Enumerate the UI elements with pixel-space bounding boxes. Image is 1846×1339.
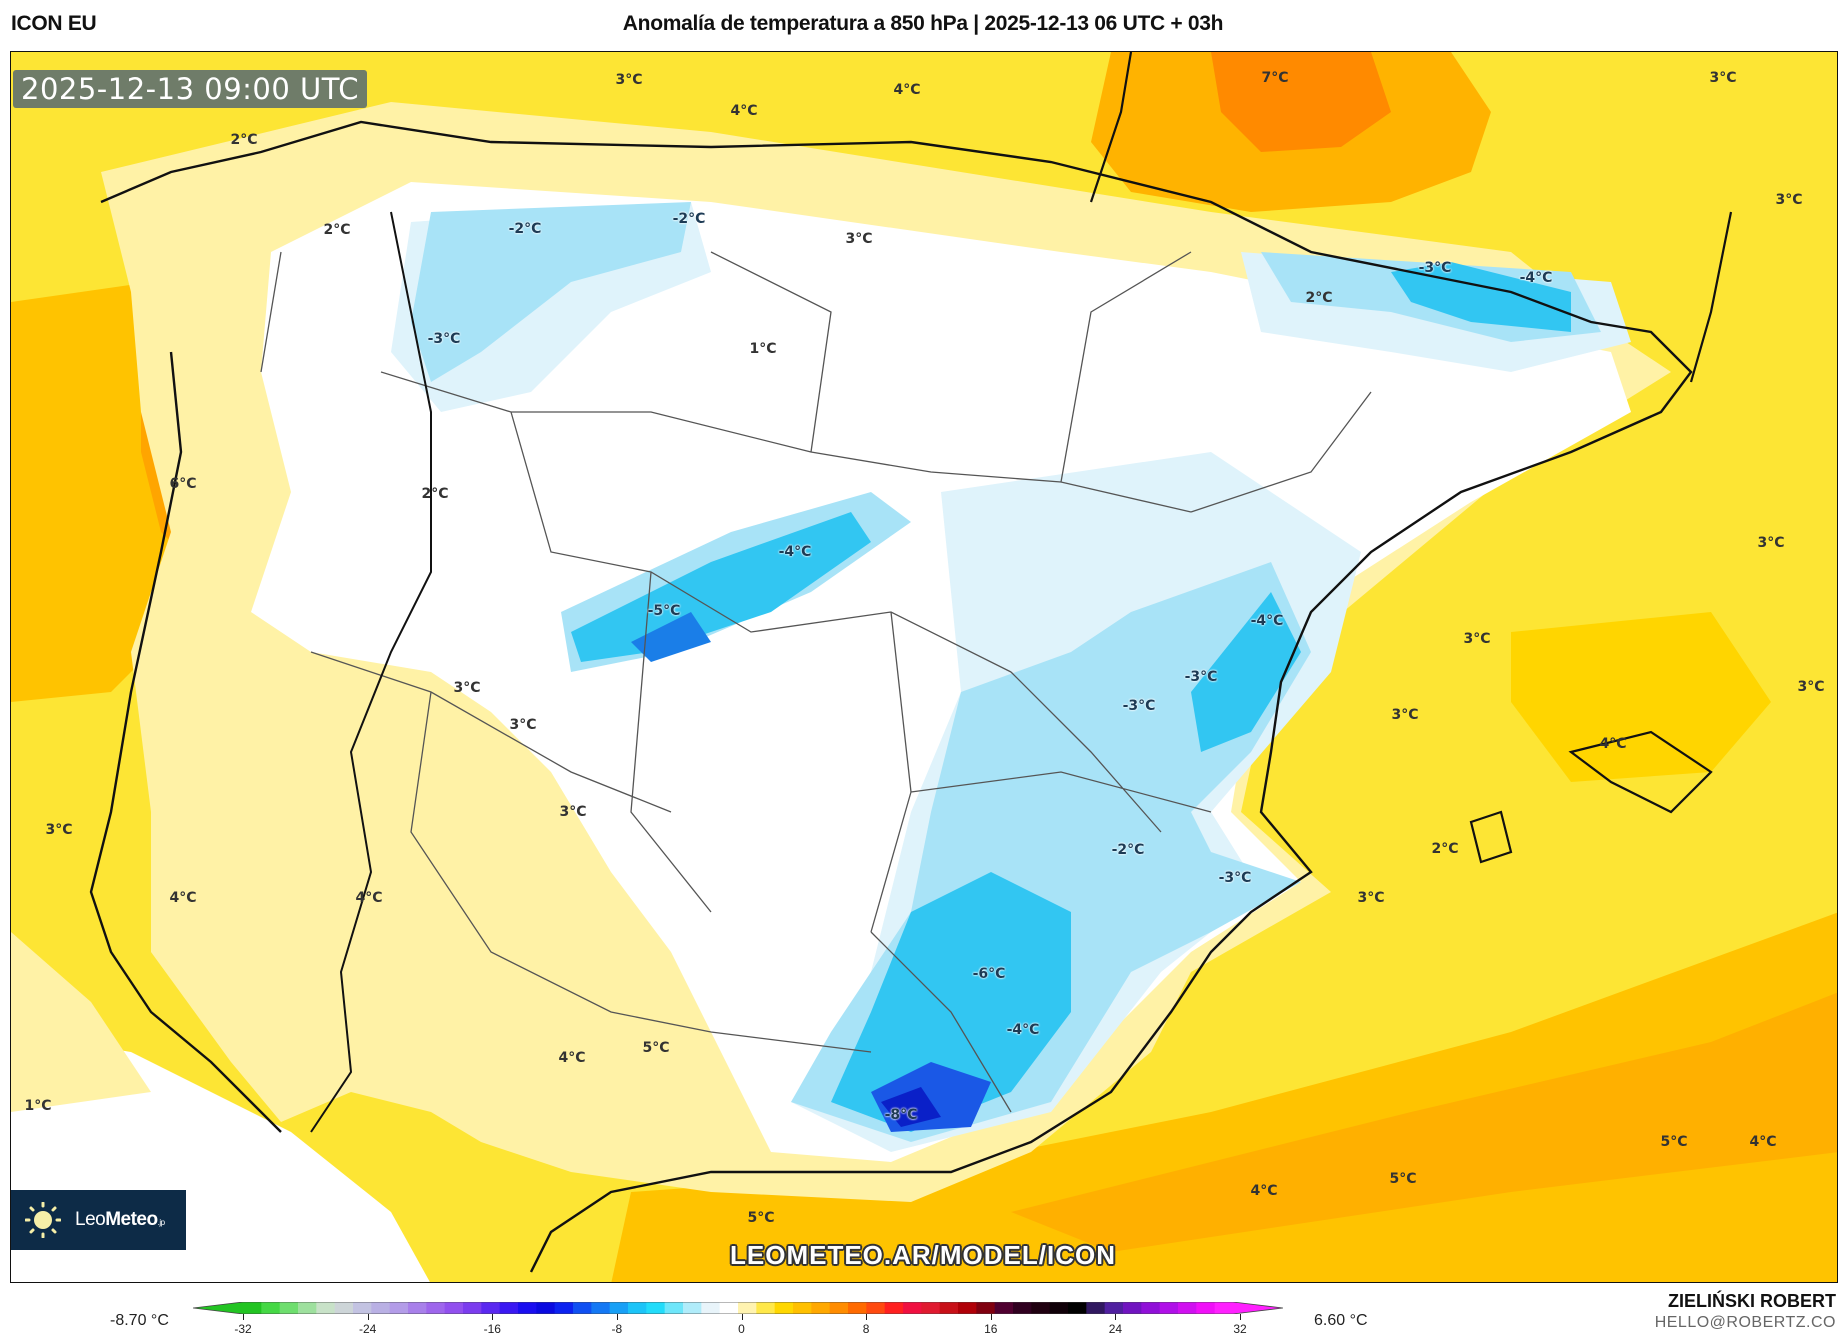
temperature-label: -2°C [672,211,706,227]
temperature-label: 4°C [558,1050,586,1066]
temperature-label: 5°C [747,1210,775,1226]
author-credit: ZIELIŃSKI ROBERT HELLO@ROBERTZ.CO [1655,1291,1836,1332]
temperature-label: -4°C [1519,270,1553,286]
temperature-label: 4°C [1599,736,1627,752]
temperature-label: 4°C [1749,1134,1777,1150]
temperature-label: 3°C [559,804,587,820]
colorbar-min-label: -8.70 °C [110,1312,169,1329]
temperature-label: 3°C [1391,707,1419,723]
author-name: ZIELIŃSKI ROBERT [1667,1291,1836,1311]
temperature-label: 2°C [230,132,258,148]
colorbar-tick [616,1314,618,1320]
temperature-label: 2°C [421,486,449,502]
logo-text: LeoMeteo.jp [75,1209,165,1230]
colorbar [193,1302,1283,1314]
map-title: Anomalía de temperatura a 850 hPa | 2025… [622,12,1224,35]
colorbar-tick [1115,1314,1117,1320]
temperature-label: 3°C [1357,890,1385,906]
temperature-label: -3°C [1184,669,1218,685]
temperature-label: 4°C [893,82,921,98]
temperature-label: -5°C [647,603,681,619]
colorbar-tick-label: -24 [358,1322,377,1336]
colorbar-tick-label: -8 [611,1322,623,1336]
temperature-label: -2°C [1111,842,1145,858]
map-fill-layer [11,52,1837,1282]
temperature-label: -3°C [1218,870,1252,886]
temperature-label: 3°C [1775,192,1803,208]
temperature-label: 3°C [453,680,481,696]
colorbar-tick-label: 8 [862,1322,870,1336]
temperature-label: 1°C [24,1098,52,1114]
colorbar-tick-label: 0 [738,1322,745,1336]
colorbar-tick-label: 16 [984,1322,998,1336]
temperature-label: 3°C [509,717,537,733]
temperature-label: 3°C [1463,631,1491,647]
temperature-label: 5°C [642,1040,670,1056]
colorbar-tick [866,1314,868,1320]
temperature-label: -8°C [884,1107,918,1123]
temperature-label: 4°C [730,103,758,119]
temperature-anomaly-map: 2025-12-13 09:00 UTC 3°C 4°C 4°C 7°C 3°C 2°C 2… [10,51,1838,1283]
temperature-label: 3°C [1757,535,1785,551]
colorbar-tick [492,1314,494,1320]
leometeo-logo: LeoMeteo.jp [11,1190,186,1250]
colorbar-max-label: 6.60 °C [1314,1312,1368,1329]
model-name: ICON EU [11,12,97,35]
temperature-label: 3°C [1797,679,1825,695]
colorbar-tick-label: -32 [234,1322,252,1336]
temperature-label: 5°C [1389,1171,1417,1187]
temperature-label: 2°C [1431,841,1459,857]
temperature-label: -3°C [1122,698,1156,714]
temperature-label: -3°C [1418,260,1452,276]
colorbar-tick-label: 24 [1108,1322,1123,1336]
temperature-label: 6°C [169,476,197,492]
sun-icon [25,1202,61,1238]
temperature-label: 4°C [1250,1183,1278,1199]
temperature-label: 3°C [1709,70,1737,86]
temperature-label: -4°C [1006,1022,1040,1038]
temperature-label: 1°C [749,341,777,357]
temperature-label: -4°C [1250,613,1284,629]
colorbar-tick-label: 32 [1233,1322,1247,1336]
temperature-label: -2°C [508,221,542,237]
colorbar-tick [990,1314,992,1320]
website-watermark: LEOMETEO.AR/MODEL/ICON [730,1240,1116,1270]
temperature-label: 7°C [1261,70,1289,86]
temperature-label: 3°C [45,822,73,838]
author-email: HELLO@ROBERTZ.CO [1654,1314,1836,1331]
temperature-label: -4°C [778,544,812,560]
colorbar-tick [1240,1314,1241,1320]
colorbar-tick [243,1314,244,1320]
temperature-label: 3°C [845,231,873,247]
temperature-label: 3°C [615,72,643,88]
temperature-label: -3°C [427,331,461,347]
colorbar-tick-label: -16 [483,1322,501,1336]
colorbar-tick [367,1314,369,1320]
timestamp-badge: 2025-12-13 09:00 UTC [13,70,368,108]
temperature-label: 2°C [323,222,351,238]
temperature-label: 5°C [1660,1134,1688,1150]
temperature-label: -6°C [972,966,1006,982]
colorbar-tick [741,1314,743,1320]
temperature-label: 2°C [1305,290,1333,306]
temperature-label: 4°C [169,890,197,906]
temperature-label: 4°C [355,890,383,906]
